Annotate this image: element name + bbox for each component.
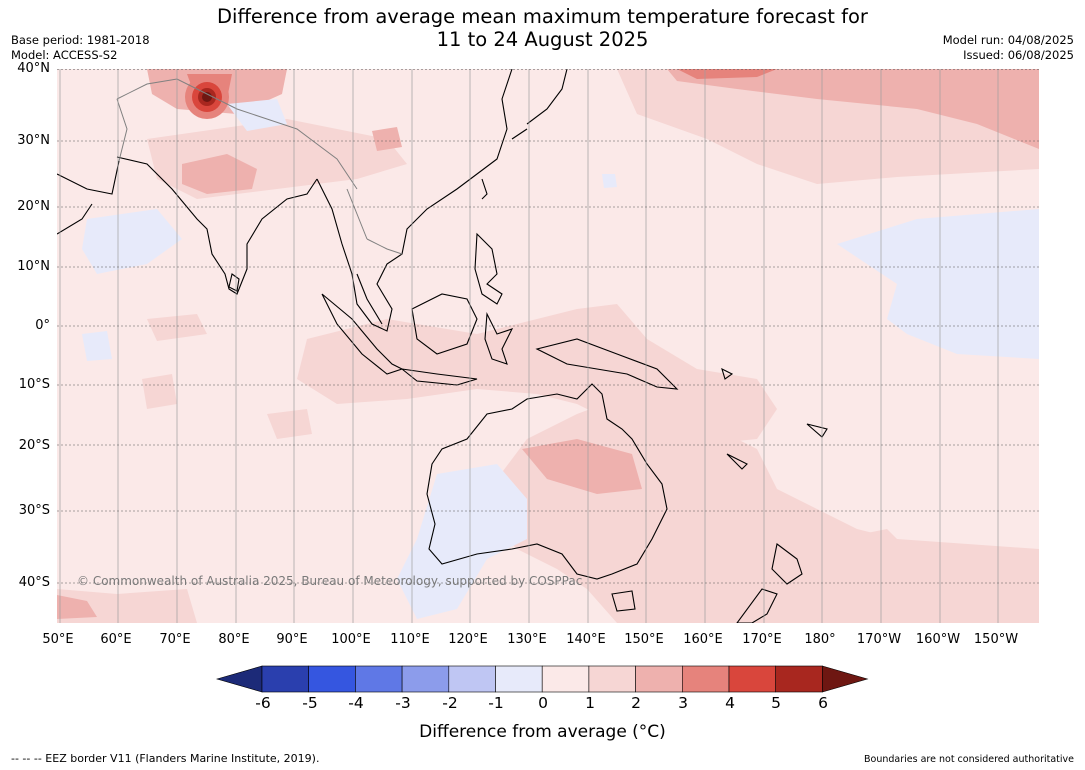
lon-label: 90°E: [276, 632, 308, 647]
lon-label: 170°W: [856, 632, 902, 647]
lon-label: 120°E: [448, 632, 488, 647]
lat-label: 30°N: [17, 133, 50, 148]
colorbar-swatch: [355, 665, 403, 693]
model-run-text: Model run: 04/08/2025: [942, 33, 1074, 47]
hot-spot: [185, 75, 229, 119]
model-text: Model: ACCESS-S2: [11, 48, 118, 62]
lon-label: 80°E: [218, 632, 250, 647]
lon-label: 150°W: [973, 632, 1019, 647]
graticule: [59, 69, 999, 623]
colorbar-tick: 6: [818, 694, 828, 712]
coastlines: [57, 69, 828, 623]
colorbar-swatch: [401, 665, 450, 693]
base-period-text: Base period: 1981-2018: [11, 33, 150, 47]
lat-label: 40°S: [18, 575, 50, 590]
colorbar-tick: -5: [302, 694, 318, 712]
map-title: Difference from average mean maximum tem…: [217, 5, 868, 28]
colorbar-tick: 3: [678, 694, 688, 712]
colorbar-tick: -3: [395, 694, 411, 712]
colorbar-swatch: [495, 665, 543, 693]
lat-label: 10°S: [18, 377, 50, 392]
disclaimer-text: Boundaries are not considered authoritat…: [864, 754, 1074, 765]
colorbar-tick: 5: [771, 694, 781, 712]
lon-label: 160°W: [915, 632, 961, 647]
colorbar-tick: -4: [348, 694, 364, 712]
meta-right: Model run: 04/08/2025 Issued: 06/08/2025: [943, 33, 1074, 63]
eez-legend-text: -- -- -- EEZ border V11 (Flanders Marine…: [11, 752, 320, 765]
lon-label: 70°E: [159, 632, 191, 647]
map-subtitle: 11 to 24 August 2025: [436, 28, 649, 51]
lon-label: 170°E: [742, 632, 782, 647]
colorbar-swatch: [635, 665, 683, 693]
temperature-anomaly-map: [57, 69, 1039, 623]
meta-left: Base period: 1981-2018 Model: ACCESS-S2: [11, 33, 150, 63]
colorbar-tick: 1: [585, 694, 595, 712]
lon-label: 160°E: [683, 632, 723, 647]
colorbar-swatch: [261, 665, 310, 693]
colorbar-tick: -6: [255, 694, 271, 712]
lat-label: 40°N: [17, 61, 50, 76]
colorbar-tick: -2: [442, 694, 458, 712]
copyright-text: © Commonwealth of Australia 2025, Bureau…: [77, 574, 583, 588]
colorbar-tick: 0: [538, 694, 548, 712]
colorbar-swatches: [215, 665, 869, 693]
colorbar: [215, 665, 869, 693]
lon-label: 110°E: [390, 632, 430, 647]
lon-label: 100°E: [331, 632, 371, 647]
anomaly-field-2-3: [57, 69, 1039, 619]
lon-label: 180°: [804, 632, 836, 647]
colorbar-swatch: [588, 665, 636, 693]
lon-label: 130°E: [507, 632, 547, 647]
country-borders: [116, 78, 403, 255]
issued-text: Issued: 06/08/2025: [963, 48, 1074, 62]
lon-label: 150°E: [624, 632, 664, 647]
colorbar-extend-high: [822, 665, 869, 693]
colorbar-swatch: [728, 665, 777, 693]
colorbar-tick: 2: [631, 694, 641, 712]
lat-label: 20°N: [17, 199, 50, 214]
lon-label: 50°E: [42, 632, 74, 647]
lat-label: 10°N: [17, 259, 50, 274]
colorbar-label: Difference from average (°C): [419, 722, 666, 742]
colorbar-swatch: [308, 665, 356, 693]
colorbar-tick: -1: [488, 694, 504, 712]
lat-label: 30°S: [18, 503, 50, 518]
colorbar-swatch: [681, 665, 730, 693]
colorbar-tick: 4: [725, 694, 735, 712]
colorbar-extend-low: [215, 665, 263, 693]
lat-label: 20°S: [18, 438, 50, 453]
colorbar-swatch: [541, 665, 590, 693]
lon-label: 140°E: [566, 632, 606, 647]
colorbar-swatch: [448, 665, 496, 693]
lon-label: 60°E: [100, 632, 132, 647]
lat-label: 0°: [35, 318, 50, 333]
colorbar-swatch: [775, 665, 823, 693]
